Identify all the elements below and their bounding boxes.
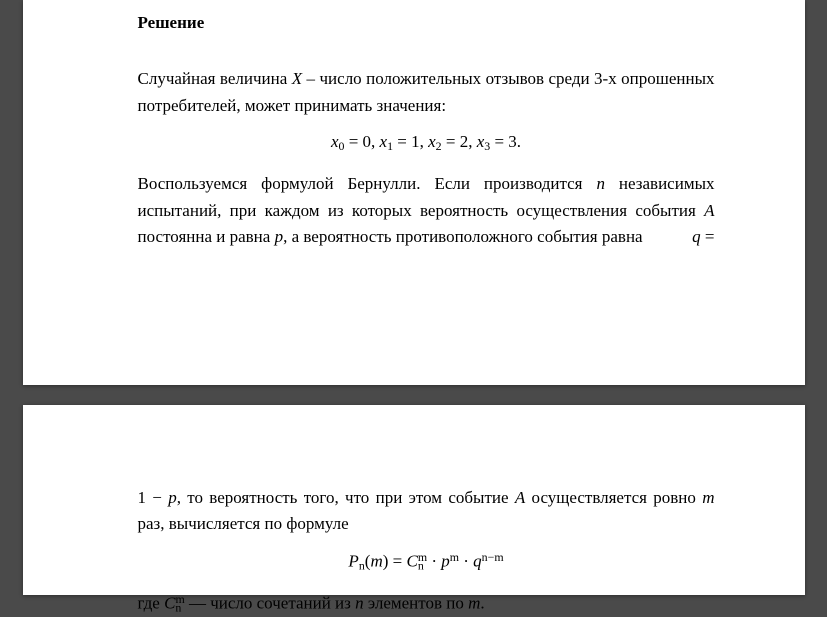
paragraph-3: 1 − p, то вероятность того, что при этом… — [138, 485, 715, 538]
C2-sup: m — [175, 592, 184, 606]
C: C — [406, 551, 417, 570]
equation-values: x0 = 0, x1 = 1, x2 = 2, x3 = 3. — [138, 129, 715, 155]
text: — число сочетаний из — [185, 594, 355, 613]
P: P — [348, 551, 358, 570]
text: осуществляется ровно — [525, 488, 702, 507]
close-eq: ) = — [383, 551, 407, 570]
q-sup: n−m — [482, 550, 504, 564]
var-p: p — [275, 227, 284, 246]
text: элементов по — [364, 594, 469, 613]
var-A: A — [515, 488, 525, 507]
C-sup: m — [418, 550, 427, 564]
C2: C — [164, 594, 175, 613]
var-q: q — [692, 227, 701, 246]
paragraph-1: Случайная величина X – число положительн… — [138, 66, 715, 119]
q-equals: q = — [692, 224, 714, 250]
m: m — [370, 551, 382, 570]
solution-heading: Решение — [138, 10, 715, 36]
var-n2: n — [355, 594, 364, 613]
text: где — [138, 594, 165, 613]
text: Случайная величина — [138, 69, 292, 88]
paragraph-2: Воспользуемся формулой Бернулли. Если пр… — [138, 171, 715, 250]
var-A: A — [704, 201, 714, 220]
val: = 2, — [442, 132, 477, 151]
text: , а вероятность противоположного события… — [283, 227, 643, 246]
text: . — [480, 594, 484, 613]
q-base: q — [473, 551, 482, 570]
paragraph-4: где Cnm — число сочетаний из n элементов… — [138, 590, 715, 617]
text: постоянна и равна — [138, 227, 275, 246]
equation-bernoulli: Pn(m) = Cnm · pm · qn−m — [138, 548, 715, 575]
var-p: p — [168, 488, 177, 507]
dot: · — [459, 551, 473, 570]
text: 1 − — [138, 488, 169, 507]
p-sup: m — [450, 550, 459, 564]
var-m: m — [702, 488, 714, 507]
x1: x — [380, 132, 388, 151]
p-base: p — [441, 551, 450, 570]
val: = 0, — [344, 132, 379, 151]
text: раз, вычисляется по формуле — [138, 514, 349, 533]
text: , то вероятность того, что при этом собы… — [177, 488, 515, 507]
val: = 3. — [490, 132, 521, 151]
eq-sign: = — [701, 227, 715, 246]
var-n: n — [596, 174, 605, 193]
val: = 1, — [393, 132, 428, 151]
x2: x — [428, 132, 436, 151]
page-2: 1 − p, то вероятность того, что при этом… — [23, 405, 805, 595]
page-1: Решение Случайная величина X – число пол… — [23, 0, 805, 385]
dot: · — [427, 551, 441, 570]
var-m2: m — [468, 594, 480, 613]
text: Воспользуемся формулой Бернулли. Если пр… — [138, 174, 597, 193]
var-X: X — [292, 69, 302, 88]
